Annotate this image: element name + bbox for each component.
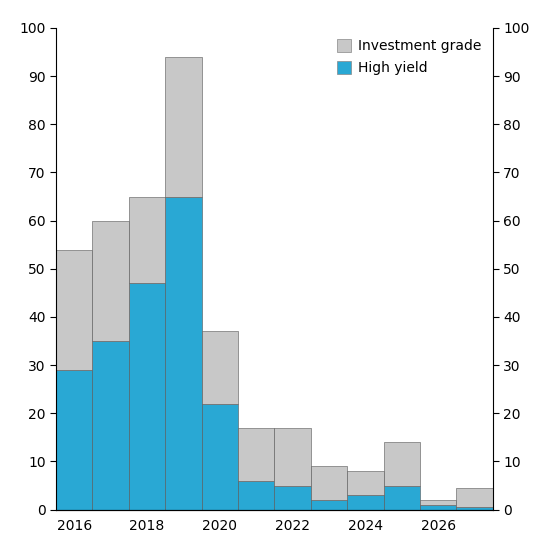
- Bar: [347, 495, 384, 510]
- Legend: Investment grade, High yield: Investment grade, High yield: [333, 35, 486, 80]
- Bar: [92, 341, 129, 510]
- Bar: [165, 57, 202, 197]
- Bar: [274, 428, 311, 486]
- Bar: [56, 250, 92, 370]
- Bar: [165, 197, 202, 510]
- Bar: [420, 505, 456, 510]
- Bar: [202, 404, 238, 510]
- Bar: [274, 486, 311, 510]
- Bar: [129, 283, 165, 510]
- Bar: [311, 500, 347, 510]
- Bar: [202, 332, 238, 404]
- Bar: [384, 442, 420, 486]
- Bar: [456, 488, 493, 507]
- Bar: [347, 471, 384, 495]
- Bar: [420, 500, 456, 505]
- Bar: [238, 428, 274, 480]
- Bar: [311, 466, 347, 500]
- Bar: [92, 221, 129, 341]
- Bar: [56, 370, 92, 510]
- Bar: [238, 480, 274, 510]
- Bar: [456, 507, 493, 510]
- Bar: [384, 486, 420, 510]
- Bar: [129, 197, 165, 283]
